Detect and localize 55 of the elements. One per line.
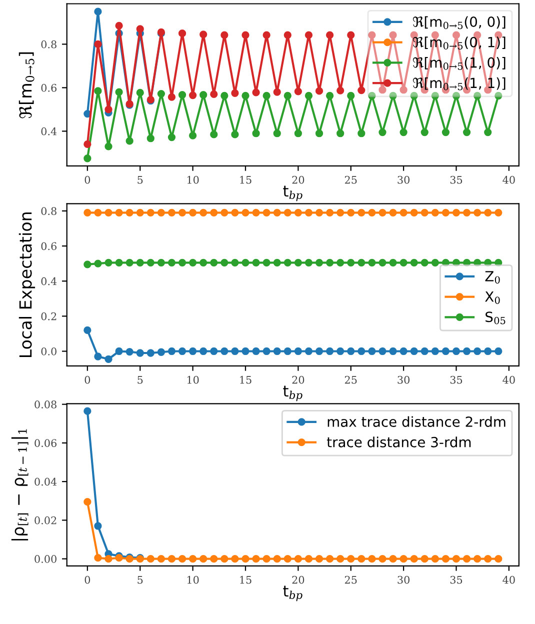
x-tick-label: 25 [344,376,357,384]
x-tick-label: 5 [138,176,143,184]
x-tick-label: 10 [187,376,199,384]
legend-label: X$_{0}$ [485,292,500,304]
x-tick-label: 30 [398,376,410,384]
x-tick-label: 0 [84,176,90,184]
y-tick-label: 0.2 [41,312,56,320]
y-tick-label: 0.6 [41,84,56,92]
y-tick-label: 0.8 [41,207,56,216]
x-axis-title: t$_{bp}$ [283,186,302,202]
y-tick-label: 0.4 [41,277,57,286]
legend-label: trace distance 3-rdm [326,436,471,448]
x-tick-label: 10 [187,176,199,184]
legend-label: S$_{05}$ [486,312,506,324]
x-tick-label: 35 [450,376,462,384]
x-tick-label: 30 [398,176,410,184]
x-tick-label: 35 [450,176,462,184]
x-tick-label: 0 [84,376,90,384]
x-tick-label: 5 [138,576,143,584]
x-tick-label: 25 [344,176,357,184]
x-tick-label: 20 [292,176,304,184]
y-tick-label: 0.8 [41,40,56,48]
x-tick-label: 15 [240,576,252,584]
x-tick-label: 15 [240,376,252,384]
x-tick-label: 10 [187,576,199,584]
y-axis-title: |ρ$_{[t]}$ − ρ$_{[t−1]}$|$_{1}$ [11,429,28,540]
x-tick-label: 0 [84,576,90,584]
x-tick-label: 35 [450,576,462,584]
x-tick-label: 40 [502,576,515,584]
legend-label: Z$_{0}$ [485,271,500,284]
y-tick-label: 0.0 [41,347,56,356]
x-tick-label: 40 [502,176,515,184]
legend-label: ℜ[m$_{0→5}$(0, 1)] [412,36,506,50]
legend-label: ℜ[m$_{0→5}$(1, 0)] [412,57,506,70]
x-tick-label: 20 [292,376,304,384]
y-axis-title: ℜ[m$_{0→5}$] [18,52,34,118]
y-tick-label: 0.04 [34,478,57,486]
x-axis-title: t$_{bp}$ [283,586,302,602]
legend-label: ℜ[m$_{0→5}$(0, 0)] [412,16,506,30]
x-tick-label: 40 [502,376,515,384]
x-tick-label: 25 [344,576,357,584]
y-tick-label: 0.00 [34,555,56,563]
y-tick-label: 0.02 [34,516,56,524]
x-tick-label: 30 [398,576,410,584]
y-tick-label: 0.06 [34,439,56,448]
x-axis-title: t$_{bp}$ [283,386,302,402]
x-tick-label: 15 [240,176,252,184]
legend-label: ℜ[m$_{0→5}$(1, 1)] [412,77,506,90]
y-tick-label: 0.08 [34,400,56,408]
y-tick-label: 0.4 [41,127,57,136]
y-tick-label: 0.6 [41,242,56,250]
legend-label: max trace distance 2-rdm [328,416,506,427]
x-tick-label: 20 [292,576,304,584]
y-axis-title: Local Expectation [18,212,36,358]
x-tick-label: 5 [138,376,143,384]
